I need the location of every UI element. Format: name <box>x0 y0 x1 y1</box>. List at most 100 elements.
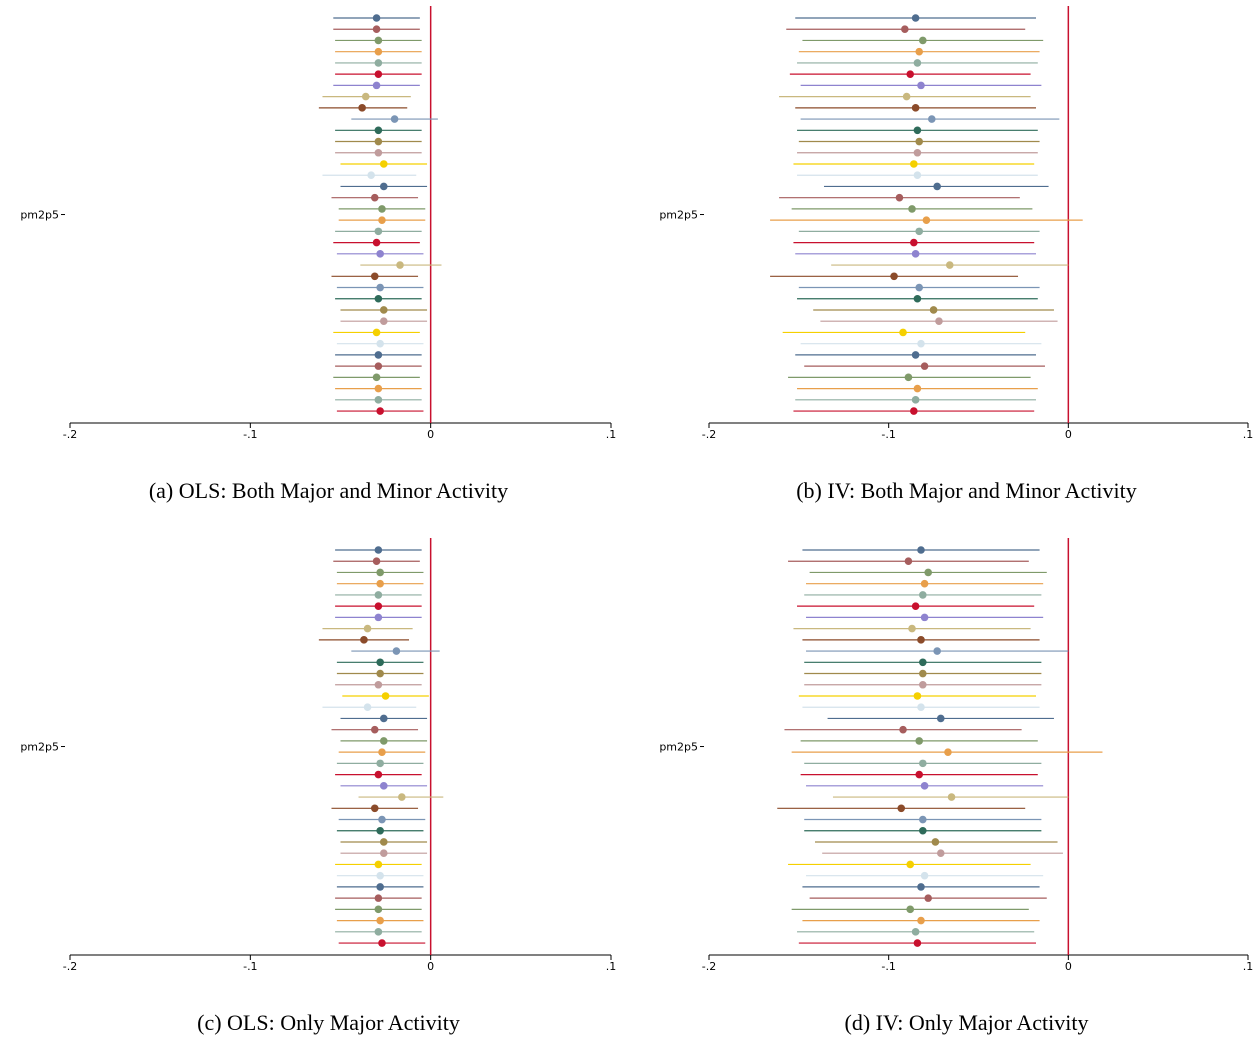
point-estimate <box>379 782 388 790</box>
point-estimate <box>931 838 940 846</box>
point-estimate <box>374 148 383 157</box>
point-estimate <box>919 591 927 599</box>
point-estimate <box>372 14 381 22</box>
point-estimate <box>915 137 924 146</box>
point-estimate <box>379 317 388 326</box>
point-estimate <box>376 283 384 292</box>
point-estimate <box>358 104 366 112</box>
point-estimate <box>913 148 922 157</box>
point-estimate <box>902 92 911 101</box>
point-estimate <box>919 759 927 768</box>
point-estimate <box>376 916 384 925</box>
point-estimate <box>927 115 936 123</box>
point-estimate <box>376 658 384 667</box>
point-estimate <box>911 104 920 112</box>
point-estimate <box>374 396 383 404</box>
point-estimate <box>913 692 922 700</box>
point-estimate <box>913 126 922 135</box>
point-estimate <box>906 860 915 869</box>
point-estimate <box>390 115 399 123</box>
point-estimate <box>376 759 384 768</box>
point-estimate <box>911 250 920 258</box>
point-estimate <box>897 804 906 813</box>
point-estimate <box>908 624 916 633</box>
point-estimate <box>911 602 920 610</box>
point-estimate <box>376 407 384 415</box>
x-tick-label: -.1 <box>243 428 257 441</box>
caption: (b) IV: Both Major and Minor Activity <box>796 478 1137 503</box>
point-estimate <box>915 770 924 779</box>
point-estimate <box>901 25 909 34</box>
y-tick-label: pm2p5 <box>20 741 59 754</box>
point-estimate <box>378 216 386 224</box>
point-estimate <box>917 916 925 925</box>
point-estimate <box>370 804 379 813</box>
x-tick-label: 0 <box>1065 960 1072 973</box>
point-estimate <box>915 737 924 745</box>
point-estimate <box>935 317 943 326</box>
y-tick-label: pm2p5 <box>20 209 59 222</box>
point-estimate <box>376 669 384 678</box>
x-tick-label: -.2 <box>702 428 716 441</box>
point-estimate <box>915 227 924 236</box>
point-estimate <box>904 557 913 566</box>
point-estimate <box>917 883 925 891</box>
point-estimate <box>374 362 383 370</box>
point-estimate <box>374 602 383 610</box>
x-tick-label: 0 <box>427 428 434 441</box>
point-estimate <box>924 894 932 902</box>
point-estimate <box>917 339 925 348</box>
point-estimate <box>376 871 384 880</box>
point-estimate <box>933 182 941 191</box>
x-tick-label: .1 <box>606 428 617 441</box>
point-estimate <box>947 793 956 801</box>
x-tick-label: -.1 <box>881 428 895 441</box>
point-estimate <box>911 396 920 404</box>
caption: (c) OLS: Only Major Activity <box>197 1010 460 1035</box>
point-estimate <box>374 47 383 56</box>
point-estimate <box>920 579 929 588</box>
point-estimate <box>379 737 388 745</box>
point-estimate <box>895 193 904 202</box>
point-estimate <box>920 613 929 622</box>
point-estimate <box>372 557 381 566</box>
point-estimate <box>392 647 401 655</box>
point-estimate <box>379 838 388 846</box>
point-estimate <box>372 328 381 337</box>
x-tick-label: -.2 <box>702 960 716 973</box>
point-estimate <box>363 703 372 712</box>
point-estimate <box>370 725 379 734</box>
point-estimate <box>910 160 918 168</box>
point-estimate <box>936 714 945 723</box>
point-estimate <box>374 351 383 359</box>
point-estimate <box>374 59 383 67</box>
point-estimate <box>372 238 381 247</box>
point-estimate <box>908 205 916 213</box>
point-estimate <box>890 272 898 281</box>
x-tick-label: -.1 <box>881 960 895 973</box>
point-estimate <box>374 384 383 393</box>
y-tick-label: pm2p5 <box>659 209 698 222</box>
point-estimate <box>376 339 384 348</box>
point-estimate <box>899 725 907 734</box>
point-estimate <box>398 793 406 801</box>
point-estimate <box>374 680 383 689</box>
point-estimate <box>913 384 922 393</box>
x-tick-label: .1 <box>1243 428 1254 441</box>
point-estimate <box>374 36 383 45</box>
point-estimate <box>936 849 945 858</box>
point-estimate <box>376 883 384 891</box>
point-estimate <box>911 14 920 22</box>
point-estimate <box>396 261 404 269</box>
point-estimate <box>374 905 383 914</box>
point-estimate <box>376 568 384 577</box>
point-estimate <box>945 261 954 269</box>
point-estimate <box>933 647 941 655</box>
point-estimate <box>379 849 388 858</box>
point-estimate <box>374 770 383 779</box>
point-estimate <box>378 205 386 213</box>
point-estimate <box>917 81 925 90</box>
point-estimate <box>917 636 925 644</box>
point-estimate <box>381 692 390 700</box>
